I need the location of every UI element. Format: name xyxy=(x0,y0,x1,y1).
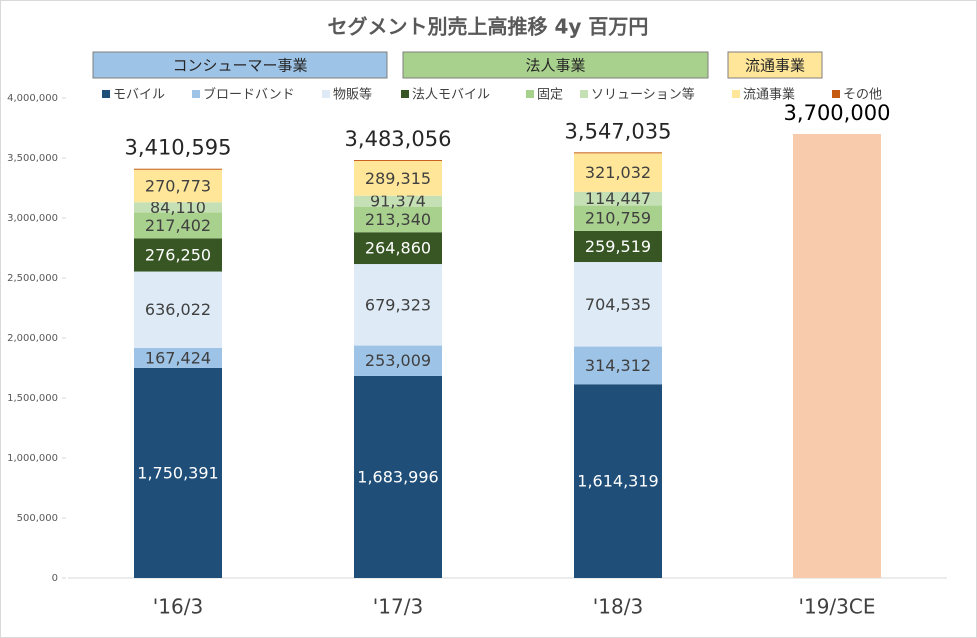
bar-segment xyxy=(134,347,222,368)
data-label: 253,009 xyxy=(365,351,431,370)
bar-segment xyxy=(354,345,442,376)
segment-group-box xyxy=(92,51,388,79)
legend-label: ソリューション等 xyxy=(591,87,695,103)
x-tick-label: '19/3CE xyxy=(798,595,875,619)
y-tick-label: 2,500,000 xyxy=(7,273,58,284)
bar-segment xyxy=(574,384,662,578)
bar-segment xyxy=(574,191,662,206)
bar-segment xyxy=(354,375,442,578)
y-tick-label: 3,000,000 xyxy=(7,213,58,224)
y-tick-label: 2,000,000 xyxy=(7,333,58,344)
total-label: 3,547,035 xyxy=(565,119,672,143)
data-label: 289,315 xyxy=(365,169,431,188)
bar-segment xyxy=(354,264,442,346)
bar-segment xyxy=(354,160,442,196)
legend-swatch xyxy=(102,90,110,98)
bar-segment xyxy=(354,232,442,265)
total-label: 3,700,000 xyxy=(784,101,891,125)
data-label: 259,519 xyxy=(585,237,651,256)
bar-segment xyxy=(134,169,222,203)
bar-segment xyxy=(574,152,662,154)
bar-segment xyxy=(134,212,222,239)
y-tick-label: 1,000,000 xyxy=(7,453,58,464)
legend-label: 流通事業 xyxy=(743,87,795,103)
segment-group-label: コンシューマー事業 xyxy=(172,57,307,75)
data-label: 167,424 xyxy=(145,348,211,367)
data-label: 276,250 xyxy=(145,245,211,264)
data-label: 314,312 xyxy=(585,356,651,375)
data-label: 321,032 xyxy=(585,163,651,182)
data-label: 84,110 xyxy=(150,198,206,217)
bar-segment xyxy=(354,206,442,233)
data-label: 210,759 xyxy=(585,209,651,228)
legend-label: モバイル xyxy=(113,88,165,103)
data-label: 217,402 xyxy=(145,216,211,235)
segment-group-box xyxy=(727,51,823,79)
segment-group-label: 流通事業 xyxy=(745,57,805,75)
bar-segment xyxy=(134,367,222,578)
data-label: 636,022 xyxy=(145,300,211,319)
y-tick-label: 0 xyxy=(52,573,58,584)
y-tick-label: 3,500,000 xyxy=(7,153,58,164)
legend-swatch xyxy=(580,90,588,98)
segment-group-label: 法人事業 xyxy=(525,57,585,75)
total-label: 3,410,595 xyxy=(125,136,232,160)
data-label: 114,447 xyxy=(585,189,651,208)
bar-segment xyxy=(134,202,222,213)
data-label: 264,860 xyxy=(365,239,431,258)
legend-label: 固定 xyxy=(537,88,563,103)
legend-swatch xyxy=(192,90,200,98)
bar-segment xyxy=(574,262,662,347)
legend-label: 物販等 xyxy=(333,87,372,103)
legend-label: 法人モバイル xyxy=(412,88,490,103)
bar-segment xyxy=(134,271,222,348)
data-label: 91,374 xyxy=(370,192,426,211)
data-label: 1,614,319 xyxy=(577,472,658,491)
bar-segment xyxy=(574,153,662,192)
x-tick-label: '18/3 xyxy=(593,595,643,619)
y-tick-label: 1,500,000 xyxy=(7,393,58,404)
legend-label: その他 xyxy=(843,88,882,103)
data-label: 213,340 xyxy=(365,210,431,229)
x-tick-label: '16/3 xyxy=(153,595,203,619)
legend-swatch xyxy=(832,90,840,98)
bar-segment xyxy=(574,346,662,385)
legend-swatch xyxy=(526,90,534,98)
bar-segment xyxy=(574,230,662,263)
legend-swatch xyxy=(732,90,740,98)
legend-swatch xyxy=(401,90,409,98)
data-label: 679,323 xyxy=(365,295,431,314)
y-tick-label: 4,000,000 xyxy=(7,93,58,104)
y-tick-label: 500,000 xyxy=(17,513,58,524)
data-label: 270,773 xyxy=(145,176,211,195)
bar-segment xyxy=(354,160,442,161)
data-label: 1,683,996 xyxy=(357,467,438,486)
legend-label: ブロードバンド xyxy=(203,87,295,103)
total-label: 3,483,056 xyxy=(345,127,452,151)
bar-segment xyxy=(134,238,222,272)
bar-segment xyxy=(134,168,222,170)
forecast-bar xyxy=(793,134,881,578)
bar-segment xyxy=(354,195,442,207)
data-label: 1,750,391 xyxy=(137,463,218,482)
chart-title: セグメント別売上高推移 4y 百万円 xyxy=(328,15,649,39)
legend-swatch xyxy=(322,90,330,98)
data-label: 704,535 xyxy=(585,295,651,314)
bar-segment xyxy=(574,205,662,231)
x-tick-label: '17/3 xyxy=(373,595,423,619)
segment-group-box xyxy=(402,51,709,79)
